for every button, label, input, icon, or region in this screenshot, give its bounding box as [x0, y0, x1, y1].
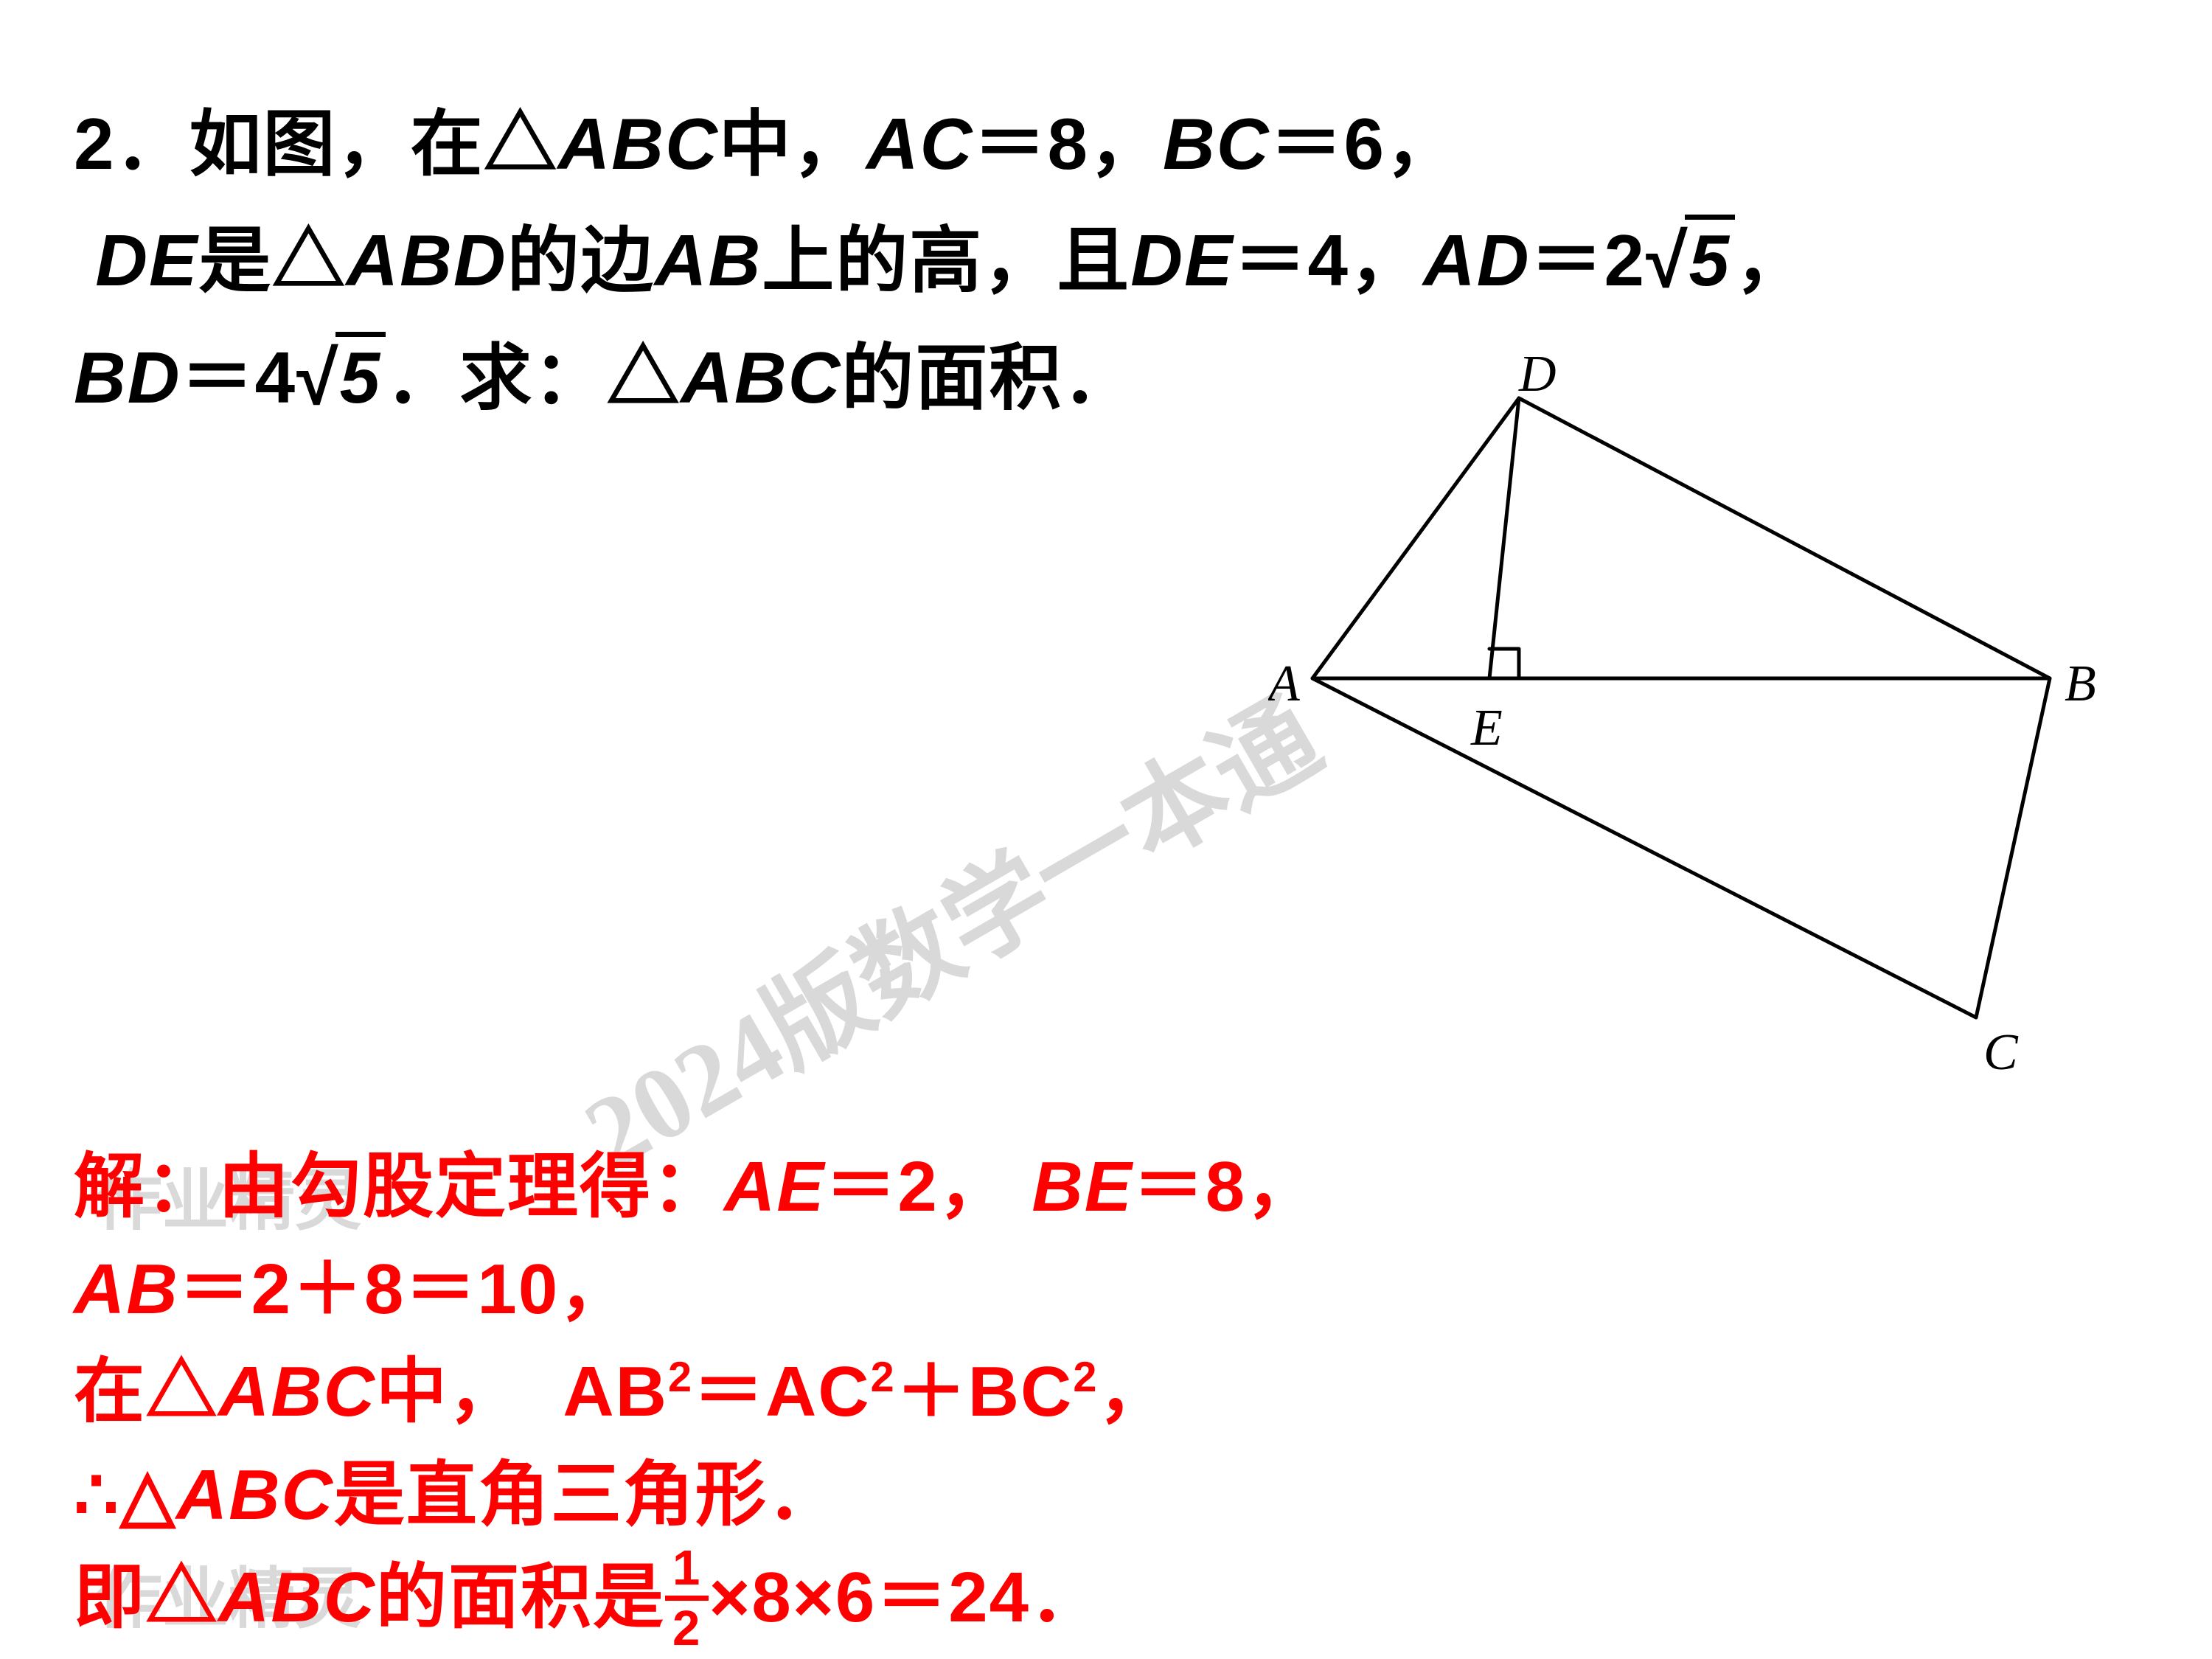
- sqrt-bd: √5: [296, 318, 386, 436]
- label-e: E: [1470, 700, 1503, 757]
- label-b: B: [2065, 655, 2096, 712]
- watermark-diag: 2024版数学一本通: [553, 656, 1343, 1198]
- segment-de: [1489, 398, 1519, 678]
- label-a: A: [1268, 655, 1300, 712]
- sqrt-ad: √5: [1646, 201, 1735, 319]
- quad-adbc: [1312, 398, 2050, 1018]
- label-c: C: [1983, 1024, 2019, 1077]
- label-d: D: [1518, 354, 1557, 403]
- geometry-diagram: D A B C E: [1268, 354, 2116, 1077]
- problem-number: 2．: [74, 103, 189, 184]
- solution-text: 解：由勾股定理得：AE＝2， BE＝8， AB＝2＋8＝10， 在△ABC中， …: [74, 1135, 1991, 1658]
- fraction-half: 12: [665, 1543, 709, 1653]
